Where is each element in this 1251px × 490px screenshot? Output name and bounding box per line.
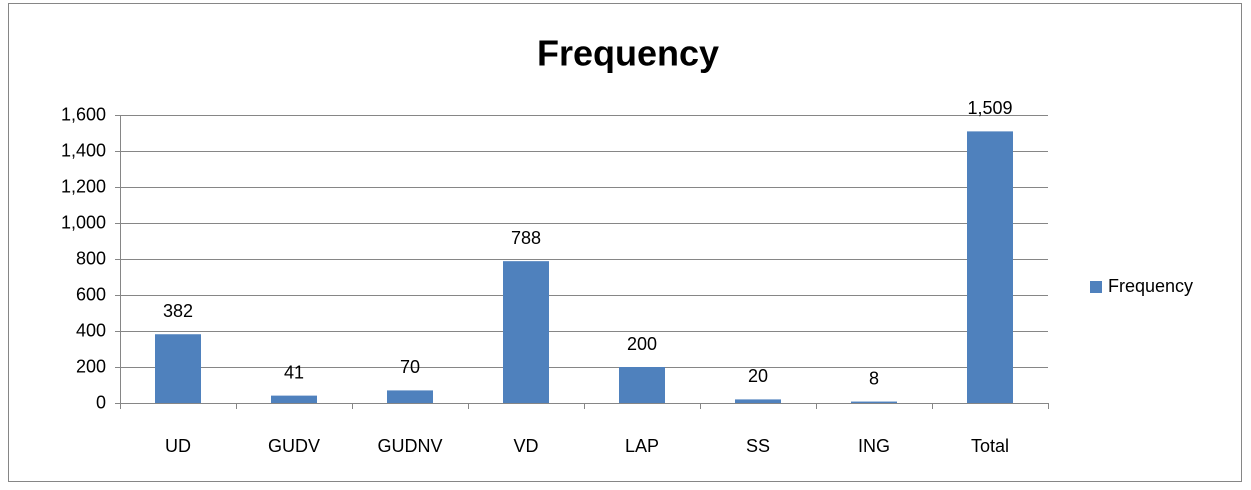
- data-label: 788: [511, 228, 541, 248]
- bar: [967, 131, 1013, 403]
- bar: [619, 367, 665, 403]
- x-tick-label: VD: [513, 436, 538, 456]
- data-label: 20: [748, 366, 768, 386]
- bar: [271, 395, 317, 403]
- x-tick-label: UD: [165, 436, 191, 456]
- x-tick-label: SS: [746, 436, 770, 456]
- y-tick-label: 0: [96, 392, 106, 412]
- chart-border: [8, 3, 1242, 482]
- y-tick-label: 1,600: [61, 104, 106, 124]
- data-label: 382: [163, 301, 193, 321]
- y-tick-label: 1,400: [61, 140, 106, 160]
- legend-label: Frequency: [1108, 276, 1193, 296]
- y-tick-label: 400: [76, 320, 106, 340]
- data-label: 70: [400, 357, 420, 377]
- y-tick-label: 1,200: [61, 176, 106, 196]
- bar: [851, 401, 897, 403]
- data-label: 200: [627, 334, 657, 354]
- x-tick-label: Total: [971, 436, 1009, 456]
- x-tick-label: GUDV: [268, 436, 320, 456]
- data-label: 1,509: [967, 98, 1012, 118]
- data-label: 41: [284, 362, 304, 382]
- y-tick-label: 200: [76, 356, 106, 376]
- y-tick-label: 600: [76, 284, 106, 304]
- y-tick-label: 800: [76, 248, 106, 268]
- legend-swatch: [1090, 281, 1102, 293]
- bar: [735, 399, 781, 403]
- chart-title: Frequency: [537, 33, 719, 74]
- x-tick-label: LAP: [625, 436, 659, 456]
- bar: [387, 390, 433, 403]
- x-tick-label: GUDNV: [377, 436, 442, 456]
- x-tick-label: ING: [858, 436, 890, 456]
- y-tick-label: 1,000: [61, 212, 106, 232]
- bar: [155, 334, 201, 403]
- data-label: 8: [869, 368, 879, 388]
- bar: [503, 261, 549, 403]
